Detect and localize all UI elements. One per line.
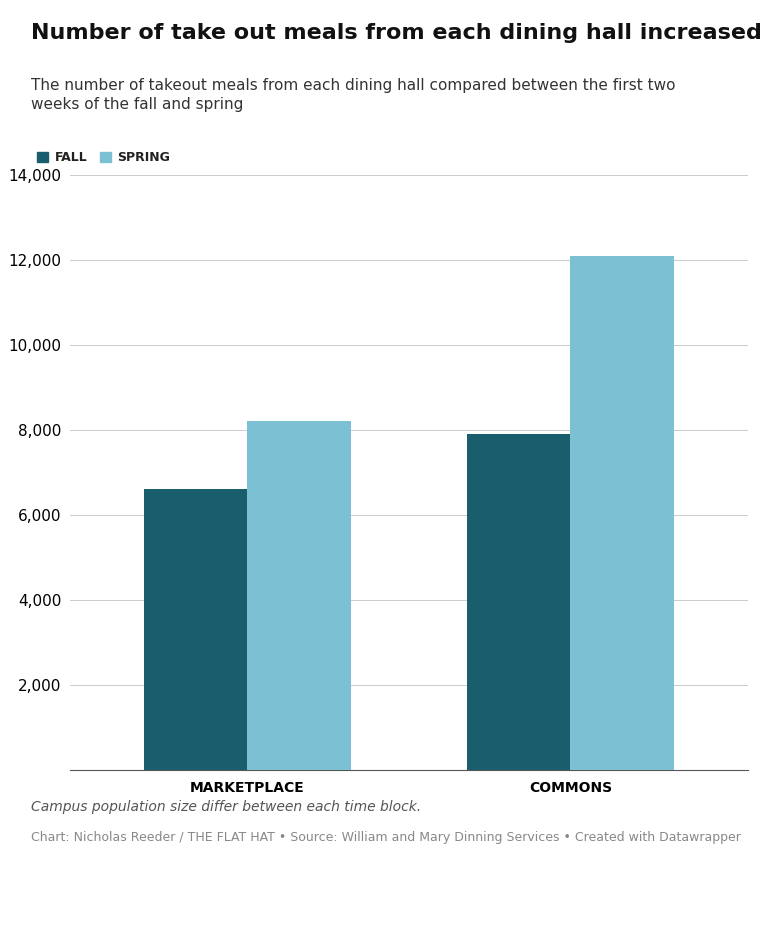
Text: The number of takeout meals from each dining hall compared between the first two: The number of takeout meals from each di… (31, 78, 675, 113)
Text: Campus population size differ between each time block.: Campus population size differ between ea… (31, 800, 421, 814)
Legend: FALL, SPRING: FALL, SPRING (37, 152, 170, 165)
Bar (247, 421, 351, 770)
Text: Chart: Nicholas Reeder / THE FLAT HAT • Source: William and Mary Dinning Service: Chart: Nicholas Reeder / THE FLAT HAT • … (31, 831, 740, 844)
Bar (144, 489, 247, 770)
Bar (467, 434, 571, 770)
Text: Number of take out meals from each dining hall increased: Number of take out meals from each dinin… (31, 23, 762, 43)
Bar (571, 255, 674, 770)
